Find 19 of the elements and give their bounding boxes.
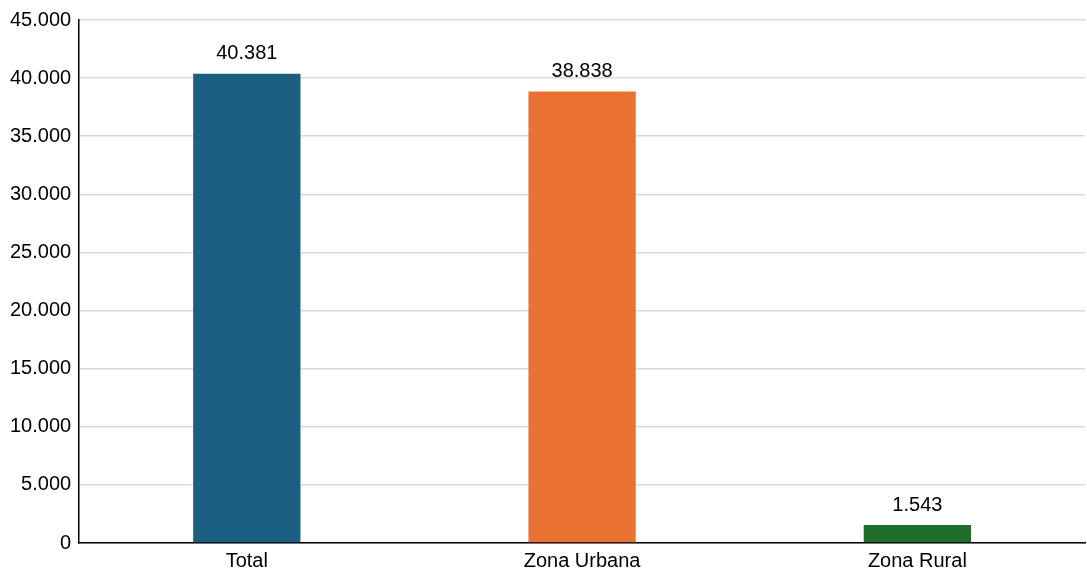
x-tick-label: Zona Rural bbox=[867, 548, 967, 571]
y-tick-label: 35.000 bbox=[10, 123, 72, 146]
y-tick-label: 15.000 bbox=[10, 356, 72, 379]
y-tick-label: 45.000 bbox=[10, 7, 72, 30]
y-tick-label: 40.000 bbox=[10, 65, 72, 88]
y-tick-label: 30.000 bbox=[10, 181, 72, 204]
y-tick-label: 20.000 bbox=[10, 298, 72, 321]
x-tick-label: Zona Urbana bbox=[523, 548, 642, 571]
data-label: 1.543 bbox=[892, 492, 943, 515]
data-label: 38.838 bbox=[551, 59, 613, 82]
y-tick-label: 25.000 bbox=[10, 239, 72, 262]
x-tick-label: Total bbox=[225, 548, 268, 571]
data-label: 40.381 bbox=[216, 41, 278, 64]
bar bbox=[863, 525, 972, 543]
y-tick-label: 5.000 bbox=[21, 472, 72, 495]
y-tick-label: 0 bbox=[60, 530, 72, 553]
bar bbox=[528, 91, 636, 543]
y-tick-label: 10.000 bbox=[10, 414, 72, 437]
bar bbox=[193, 73, 301, 543]
